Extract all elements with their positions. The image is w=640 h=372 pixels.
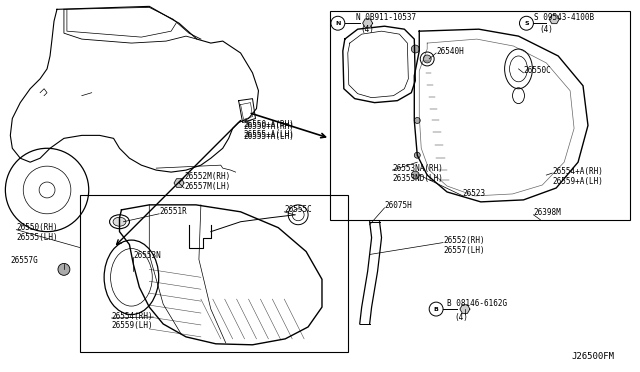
Text: 26353ND(LH): 26353ND(LH) bbox=[392, 174, 444, 183]
Text: 26557(LH): 26557(LH) bbox=[443, 246, 484, 255]
Text: 26555(LH): 26555(LH) bbox=[16, 233, 58, 242]
Text: 26550C: 26550C bbox=[524, 66, 551, 76]
Text: 26559+A(LH): 26559+A(LH) bbox=[552, 177, 603, 186]
Text: 26552M(RH): 26552M(RH) bbox=[184, 171, 230, 180]
Text: (4): (4) bbox=[454, 312, 468, 321]
Text: 26075H: 26075H bbox=[385, 201, 412, 210]
Text: 26555+A(LH): 26555+A(LH) bbox=[244, 130, 294, 139]
Circle shape bbox=[58, 263, 70, 275]
Text: 26540H: 26540H bbox=[436, 46, 464, 55]
Text: 26553NA(RH): 26553NA(RH) bbox=[392, 164, 444, 173]
Text: 26553N: 26553N bbox=[133, 251, 161, 260]
Ellipse shape bbox=[113, 217, 126, 226]
Text: N 0B911-10537: N 0B911-10537 bbox=[356, 13, 416, 22]
Text: 26550+A(RH): 26550+A(RH) bbox=[244, 122, 294, 131]
Text: 26550+A(RH): 26550+A(RH) bbox=[244, 120, 294, 129]
Circle shape bbox=[414, 152, 420, 158]
Text: 26557M(LH): 26557M(LH) bbox=[184, 182, 230, 190]
Text: B 08146-6162G: B 08146-6162G bbox=[447, 299, 507, 308]
Text: 26398M: 26398M bbox=[533, 208, 561, 217]
Text: 26554+A(RH): 26554+A(RH) bbox=[552, 167, 603, 176]
Text: 26554(RH): 26554(RH) bbox=[111, 311, 153, 321]
Text: N: N bbox=[335, 21, 340, 26]
Bar bbox=[330, 11, 630, 220]
Text: 26523: 26523 bbox=[463, 189, 486, 198]
Text: 26552(RH): 26552(RH) bbox=[443, 236, 484, 245]
Text: (4): (4) bbox=[361, 25, 374, 34]
Polygon shape bbox=[460, 305, 470, 313]
Circle shape bbox=[412, 45, 419, 53]
Polygon shape bbox=[174, 179, 184, 187]
Circle shape bbox=[39, 182, 55, 198]
Text: S: S bbox=[524, 21, 529, 26]
Circle shape bbox=[412, 171, 419, 179]
Text: 26550(RH): 26550(RH) bbox=[16, 223, 58, 232]
Text: 26551R: 26551R bbox=[159, 207, 187, 216]
Text: S 09543-4100B: S 09543-4100B bbox=[534, 13, 595, 22]
Text: 26557G: 26557G bbox=[10, 256, 38, 265]
Text: 26559(LH): 26559(LH) bbox=[111, 321, 153, 330]
Polygon shape bbox=[363, 19, 372, 28]
Polygon shape bbox=[549, 15, 559, 23]
Text: 26555+A(LH): 26555+A(LH) bbox=[244, 132, 294, 141]
Text: (4): (4) bbox=[540, 25, 553, 34]
Bar bbox=[80, 195, 348, 352]
Text: B: B bbox=[434, 307, 438, 312]
Text: 26555C: 26555C bbox=[284, 205, 312, 214]
Text: J26500FM: J26500FM bbox=[571, 352, 614, 361]
Circle shape bbox=[414, 118, 420, 124]
Circle shape bbox=[423, 55, 431, 63]
